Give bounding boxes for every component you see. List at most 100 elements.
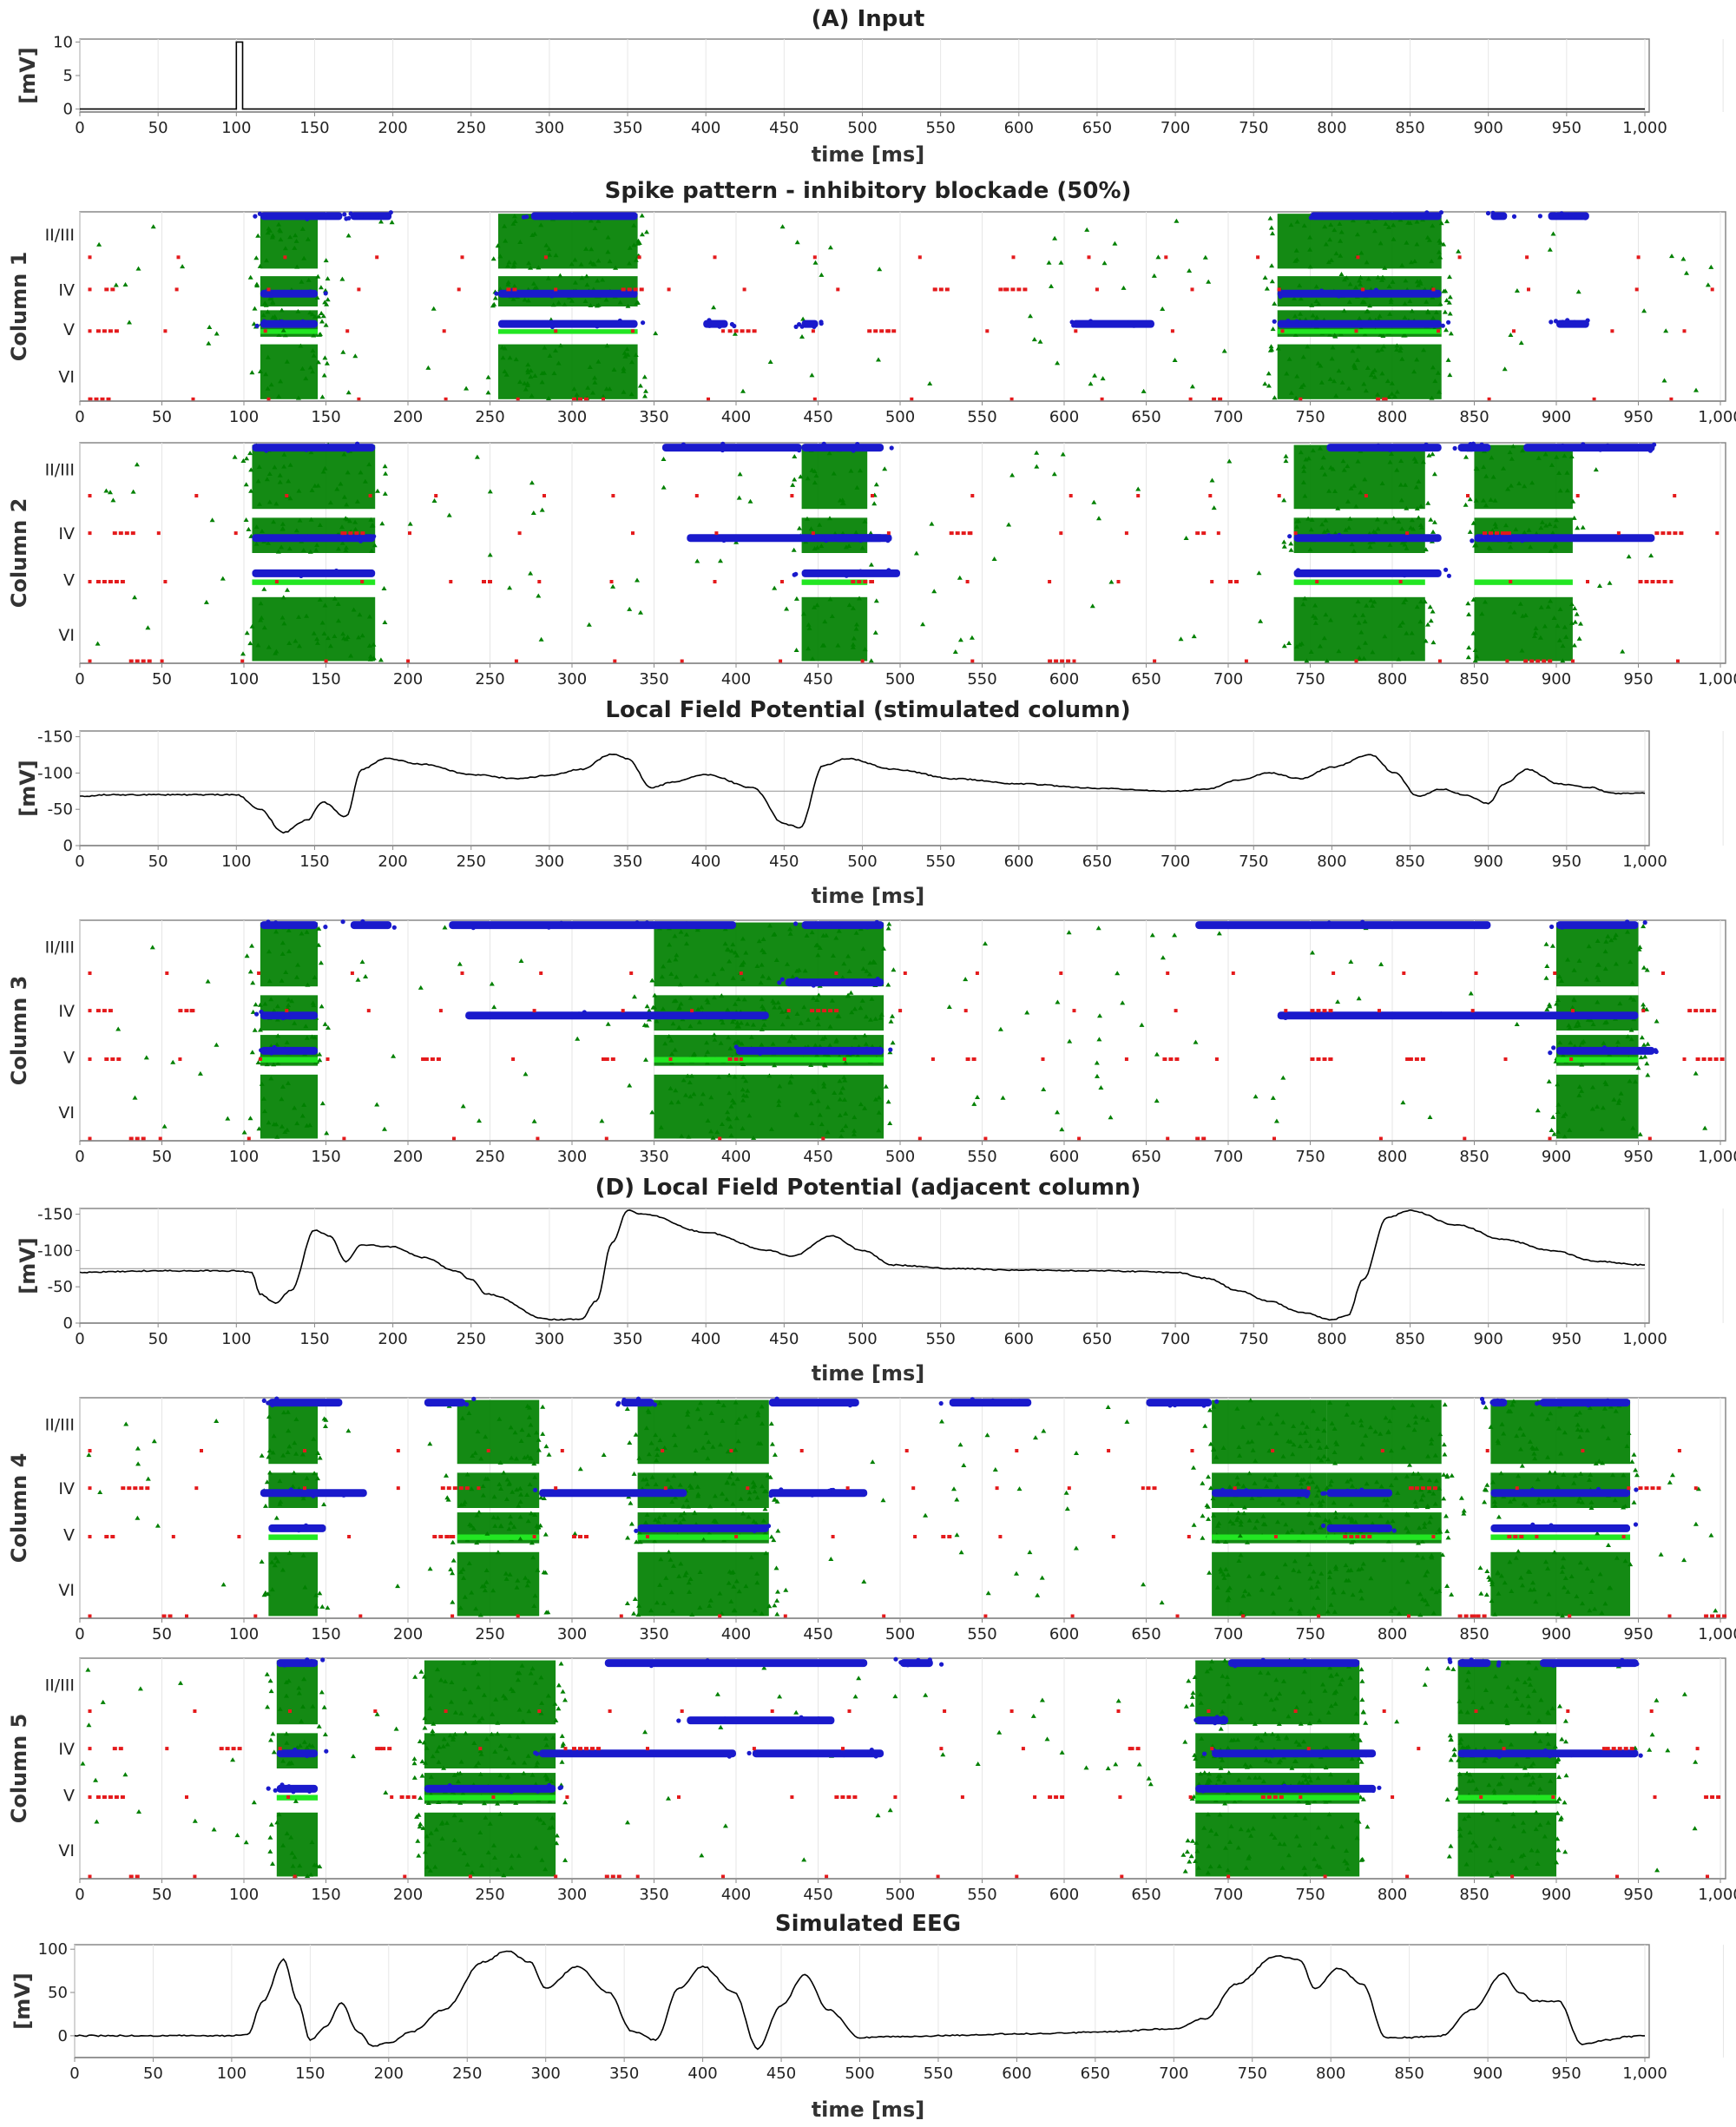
plot-frame [79,1208,1650,1324]
red-spike [108,580,113,583]
x-tick-label: 350 [639,1625,668,1643]
excitatory-spike [627,1083,633,1088]
excitatory-spike [1447,274,1452,280]
inhibitory-spike [1397,290,1403,295]
excitatory-spike [1411,1427,1417,1432]
excitatory-spike [477,1118,482,1123]
excitatory-spike [244,953,250,958]
excitatory-spike [451,1773,457,1777]
excitatory-spike [866,971,872,977]
excitatory-spike [718,1040,724,1045]
excitatory-spike [1226,1694,1232,1699]
excitatory-spike [1467,529,1473,534]
excitatory-spike [765,1472,771,1478]
excitatory-spike [265,1704,271,1709]
excitatory-spike [1305,1480,1311,1485]
red-spike [1166,1136,1170,1141]
red-spike [1378,1136,1383,1141]
excitatory-spike [257,1002,263,1007]
red-spike [1503,531,1508,536]
excitatory-spike [1628,959,1634,965]
excitatory-spike [244,456,250,461]
inhibitory-spike [1636,536,1641,541]
excitatory-spike [430,1731,436,1736]
red-spike [303,1449,306,1452]
excitatory-spike [282,246,288,251]
excitatory-spike [1397,345,1404,350]
excitatory-spike [1241,1511,1247,1516]
excitatory-spike [1374,517,1380,522]
red-spike [1010,287,1016,292]
excitatory-spike [1235,1510,1241,1515]
red-spike [572,1535,576,1538]
red-spike [438,1009,443,1013]
excitatory-spike [262,300,268,306]
excitatory-spike [1269,279,1275,284]
excitatory-spike [687,1024,694,1029]
red-spike [1277,494,1281,497]
red-spike [1405,531,1410,536]
excitatory-spike [761,950,767,955]
excitatory-spike [737,471,743,477]
excitatory-spike [1027,1550,1033,1555]
excitatory-spike [1249,1496,1255,1500]
red-spike [1059,971,1063,975]
excitatory-spike [668,1100,674,1105]
excitatory-spike [332,596,338,601]
inhibitory-spike [1391,1528,1397,1533]
excitatory-spike [1281,543,1287,549]
excitatory-spike [1405,1423,1411,1428]
y-tick-label: 0 [63,1314,73,1333]
excitatory-spike [1590,1022,1596,1026]
excitatory-spike [1258,1669,1263,1675]
excitatory-spike [428,1774,434,1779]
excitatory-spike [624,1601,630,1605]
excitatory-spike [887,1050,893,1055]
excitatory-spike [489,1731,495,1736]
excitatory-spike [1445,1665,1451,1670]
inhibitory-spike [268,1490,273,1495]
excitatory-spike [1245,1539,1250,1544]
excitatory-spike [419,1759,425,1764]
excitatory-spike [661,1512,667,1518]
red-spike [694,494,699,497]
excitatory-spike [815,1015,820,1020]
excitatory-spike [1300,354,1306,359]
x-tick-label: 150 [311,1148,340,1166]
excitatory-spike [1348,959,1354,964]
excitatory-spike [1472,648,1478,652]
excitatory-spike [542,1531,549,1537]
excitatory-spike [1242,1762,1248,1767]
inhibitory-spike [1426,923,1432,928]
red-spike [1168,1057,1174,1061]
excitatory-spike [556,360,562,365]
excitatory-spike [265,354,271,359]
excitatory-spike [317,1051,323,1057]
excitatory-spike [1281,1678,1286,1683]
red-spike [786,1009,791,1013]
x-tick-label: 550 [967,670,996,688]
excitatory-spike [1404,505,1410,510]
excitatory-spike [863,1014,869,1019]
excitatory-spike [497,1743,503,1748]
excitatory-spike [1307,1576,1313,1581]
inhibitory-spike [1520,538,1525,543]
inhibitory-spike [323,925,328,930]
excitatory-spike [1554,517,1559,523]
excitatory-spike [225,1116,231,1121]
x-tick-label: 750 [1295,408,1325,426]
excitatory-spike [1545,1454,1551,1459]
excitatory-spike [550,1735,556,1740]
excitatory-spike [1328,1478,1334,1484]
excitatory-spike [369,523,375,528]
excitatory-spike [1681,1557,1687,1563]
excitatory-spike [432,1864,438,1869]
excitatory-spike [1281,497,1287,503]
inhibitory-band [424,1399,466,1407]
excitatory-spike [317,1057,323,1063]
excitatory-spike [1592,1606,1598,1611]
excitatory-spike [1404,1579,1410,1584]
excitatory-spike [1298,296,1304,301]
excitatory-spike [554,1833,560,1838]
